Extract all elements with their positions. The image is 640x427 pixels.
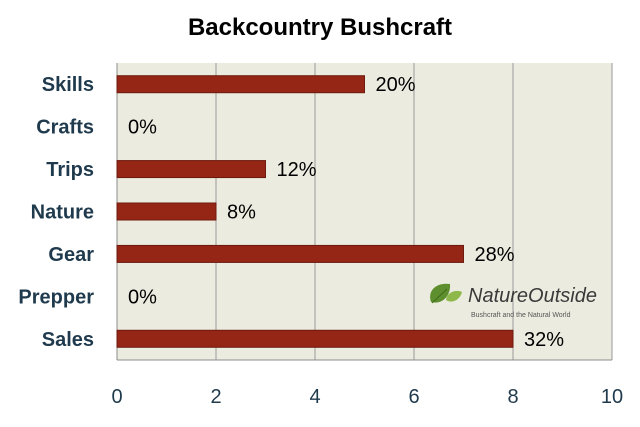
- y-tick-label: Skills: [42, 74, 94, 96]
- bar-sales: [116, 329, 514, 348]
- x-tick-label: 10: [601, 386, 623, 408]
- logo-tagline: Bushcraft and the Natural World: [471, 312, 571, 319]
- data-label: 0%: [128, 117, 157, 139]
- bar-gear: [116, 244, 464, 263]
- gridlines: [116, 63, 613, 361]
- x-axis-labels: 0 2 4 6 8 10: [111, 386, 623, 408]
- y-axis-labels: Skills Crafts Trips Nature Gear Prepper Sales: [18, 74, 94, 351]
- bar-trips: [116, 160, 266, 179]
- bars: [116, 75, 514, 348]
- x-tick-label: 8: [507, 386, 518, 408]
- x-tick-label: 6: [408, 386, 419, 408]
- data-label: 8%: [227, 202, 256, 224]
- y-tick-label: Prepper: [18, 286, 94, 308]
- data-label: 28%: [475, 244, 515, 266]
- logo-name: NatureOutside: [468, 285, 597, 307]
- y-tick-label: Gear: [48, 244, 94, 266]
- bar-nature: [116, 202, 217, 221]
- y-tick-label: Crafts: [36, 117, 94, 139]
- x-tick-label: 0: [111, 386, 122, 408]
- data-label: 0%: [128, 286, 157, 308]
- y-tick-label: Trips: [46, 159, 94, 181]
- data-label: 12%: [277, 159, 317, 181]
- data-label: 32%: [524, 329, 564, 351]
- data-labels: 20% 0% 12% 8% 28% 0% 32%: [128, 74, 564, 351]
- chart-title: Backcountry Bushcraft: [187, 14, 453, 41]
- x-tick-label: 4: [309, 386, 320, 408]
- bar-skills: [116, 75, 365, 94]
- y-tick-label: Nature: [31, 202, 94, 224]
- nature-outside-logo: NatureOutside Bushcraft and the Natural …: [430, 283, 597, 319]
- x-tick-label: 2: [210, 386, 221, 408]
- leaf-icon: [430, 283, 462, 304]
- data-label: 20%: [376, 74, 416, 96]
- y-tick-label: Sales: [42, 329, 94, 351]
